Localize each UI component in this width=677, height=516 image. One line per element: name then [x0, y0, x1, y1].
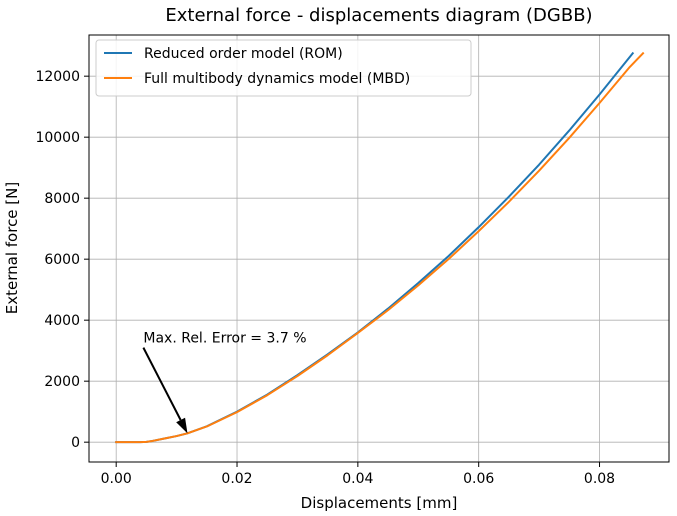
legend: Reduced order model (ROM) Full multibody …	[95, 39, 472, 97]
plot-background	[89, 35, 669, 462]
y-tick-label: 0	[71, 435, 80, 451]
annotation: Max. Rel. Error = 3.7 %	[142, 331, 307, 434]
y-tick-label: 2000	[44, 374, 80, 390]
annotation-arrow-head	[176, 417, 188, 434]
plot-frame	[88, 34, 670, 463]
y-tick-label: 10000	[35, 130, 80, 146]
y-tick-label: 8000	[44, 191, 80, 207]
y-tick-label: 12000	[35, 69, 80, 85]
series-line-mbd	[115, 51, 645, 444]
axis-ticks: 0.00 0.02 0.04 0.06 0.08 0 2000 4000 6000 8000 100…	[35, 69, 615, 487]
series-lines	[115, 51, 645, 444]
y-tick-label: 4000	[44, 313, 80, 329]
y-axis-label: External force [N]	[3, 182, 21, 314]
x-axis-label: Displacements [mm]	[301, 494, 458, 512]
legend-box	[95, 39, 472, 97]
x-tick-label: 0.08	[584, 471, 615, 487]
x-tick-label: 0.00	[101, 471, 132, 487]
x-tick-label: 0.02	[221, 471, 252, 487]
chart-title: External force - displacements diagram (…	[165, 5, 592, 26]
y-tick-label: 6000	[44, 252, 80, 268]
legend-label-mbd: Full multibody dynamics model (MBD)	[144, 71, 410, 87]
x-tick-label: 0.06	[463, 471, 494, 487]
annotation-text: Max. Rel. Error = 3.7 %	[143, 331, 306, 347]
x-tick-label: 0.04	[342, 471, 373, 487]
legend-label-rom: Reduced order model (ROM)	[144, 46, 343, 62]
annotation-arrow-shaft	[142, 347, 182, 421]
